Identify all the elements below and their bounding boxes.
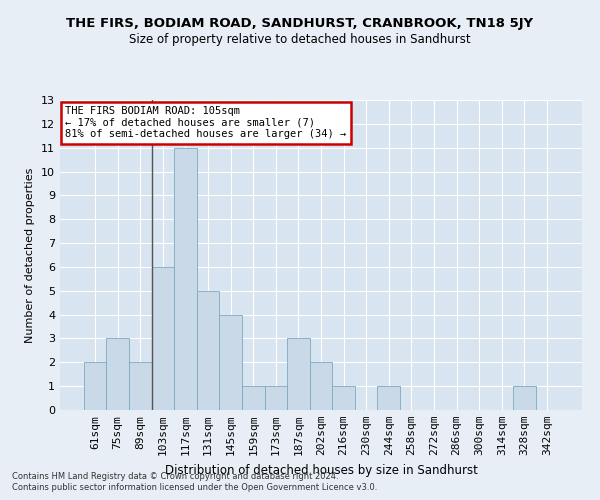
Bar: [377, 386, 400, 410]
Bar: [242, 386, 265, 410]
Bar: [129, 362, 152, 410]
Bar: [197, 291, 220, 410]
Bar: [106, 338, 129, 410]
Text: Contains HM Land Registry data © Crown copyright and database right 2024.: Contains HM Land Registry data © Crown c…: [12, 472, 338, 481]
Bar: [287, 338, 310, 410]
Text: Size of property relative to detached houses in Sandhurst: Size of property relative to detached ho…: [129, 32, 471, 46]
Bar: [265, 386, 287, 410]
Bar: [310, 362, 332, 410]
Text: THE FIRS, BODIAM ROAD, SANDHURST, CRANBROOK, TN18 5JY: THE FIRS, BODIAM ROAD, SANDHURST, CRANBR…: [67, 18, 533, 30]
Bar: [220, 314, 242, 410]
X-axis label: Distribution of detached houses by size in Sandhurst: Distribution of detached houses by size …: [164, 464, 478, 476]
Text: THE FIRS BODIAM ROAD: 105sqm
← 17% of detached houses are smaller (7)
81% of sem: THE FIRS BODIAM ROAD: 105sqm ← 17% of de…: [65, 106, 346, 140]
Bar: [513, 386, 536, 410]
Bar: [152, 267, 174, 410]
Y-axis label: Number of detached properties: Number of detached properties: [25, 168, 35, 342]
Bar: [84, 362, 106, 410]
Bar: [174, 148, 197, 410]
Text: Contains public sector information licensed under the Open Government Licence v3: Contains public sector information licen…: [12, 484, 377, 492]
Bar: [332, 386, 355, 410]
